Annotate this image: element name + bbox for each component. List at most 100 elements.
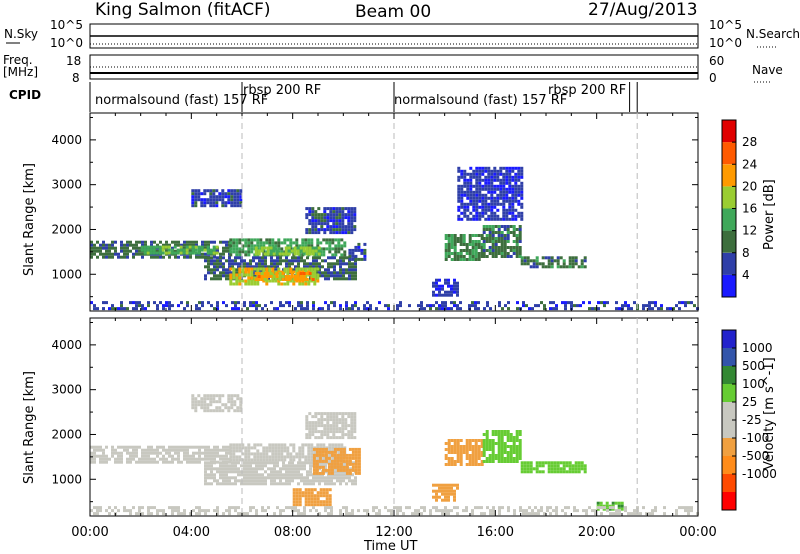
data-cell <box>450 463 454 466</box>
data-cell <box>203 406 207 410</box>
data-cell <box>213 509 216 513</box>
data-cell <box>235 250 239 254</box>
data-cell <box>491 252 495 255</box>
data-cell <box>500 234 504 237</box>
data-cell <box>633 512 636 516</box>
data-cell <box>235 238 239 242</box>
data-cell <box>288 461 291 465</box>
data-cell <box>517 199 521 203</box>
data-cell <box>255 464 258 468</box>
data-cell <box>491 228 495 231</box>
data-cell <box>474 249 478 252</box>
data-cell <box>273 268 276 272</box>
data-cell <box>493 187 497 191</box>
data-cell <box>244 270 248 274</box>
data-cell <box>291 464 294 468</box>
data-cell <box>120 255 123 259</box>
data-cell <box>324 453 328 457</box>
data-cell <box>351 307 354 311</box>
data-cell <box>505 217 509 221</box>
data-cell <box>480 445 484 448</box>
data-cell <box>216 445 219 449</box>
data-cell <box>491 225 495 228</box>
data-cell <box>300 304 303 308</box>
data-cell <box>135 243 138 247</box>
data-cell <box>213 277 216 281</box>
data-cell <box>213 448 216 452</box>
data-cell <box>348 277 351 281</box>
data-cell <box>241 279 245 283</box>
data-cell <box>313 276 317 280</box>
data-cell <box>210 277 213 281</box>
data-cell <box>228 509 231 513</box>
data-cell <box>329 430 333 434</box>
data-cell <box>351 456 355 460</box>
data-cell <box>204 464 207 468</box>
data-cell <box>153 460 156 464</box>
data-cell <box>432 304 435 308</box>
data-cell <box>267 467 270 471</box>
data-cell <box>493 217 497 221</box>
data-cell <box>328 241 332 245</box>
data-cell <box>93 445 96 449</box>
data-cell <box>186 304 189 308</box>
data-cell <box>459 249 463 252</box>
data-cell <box>204 451 207 455</box>
data-cell <box>270 256 273 260</box>
colorbar-swatch <box>722 164 736 187</box>
data-cell <box>126 307 129 311</box>
data-cell <box>645 512 648 516</box>
data-cell <box>357 465 361 469</box>
data-cell <box>298 452 302 456</box>
data-cell <box>354 245 358 249</box>
data-cell <box>456 454 460 457</box>
data-cell <box>597 307 600 311</box>
data-cell <box>591 509 594 513</box>
data-cell <box>534 512 537 516</box>
data-cell <box>482 249 486 252</box>
data-cell <box>253 244 257 248</box>
data-cell <box>310 497 314 501</box>
data-cell <box>326 421 330 425</box>
data-cell <box>535 262 539 266</box>
data-cell <box>337 241 341 245</box>
data-cell <box>177 255 180 259</box>
data-cell <box>253 238 257 242</box>
data-cell <box>207 240 210 244</box>
data-cell <box>465 246 469 249</box>
data-cell <box>300 461 303 465</box>
data-cell <box>316 497 320 501</box>
data-cell <box>453 448 457 451</box>
data-cell <box>332 228 336 232</box>
data-cell <box>447 457 451 460</box>
data-cell <box>96 445 99 449</box>
data-cell <box>268 446 272 450</box>
data-cell <box>555 506 558 510</box>
data-cell <box>456 252 460 255</box>
data-cell <box>471 439 475 442</box>
data-cell <box>198 454 201 458</box>
data-cell <box>487 172 491 176</box>
data-cell <box>329 424 333 428</box>
data-cell <box>291 259 294 263</box>
data-cell <box>512 240 516 243</box>
data-cell <box>207 457 210 461</box>
data-cell <box>117 252 120 256</box>
data-cell <box>304 238 308 242</box>
colorbar-swatch <box>722 348 736 366</box>
data-cell <box>222 457 225 461</box>
data-cell <box>333 470 336 474</box>
data-cell <box>468 249 472 252</box>
data-cell <box>309 265 312 269</box>
data-cell <box>162 445 165 449</box>
data-cell <box>276 259 279 263</box>
freq-label-line1: Freq. <box>3 53 33 67</box>
data-cell <box>450 293 453 297</box>
data-cell <box>286 452 290 456</box>
data-cell <box>141 243 144 247</box>
data-cell <box>222 274 225 278</box>
data-cell <box>596 507 600 511</box>
data-cell <box>471 258 475 261</box>
data-cell <box>502 196 506 200</box>
data-cell <box>126 448 129 452</box>
